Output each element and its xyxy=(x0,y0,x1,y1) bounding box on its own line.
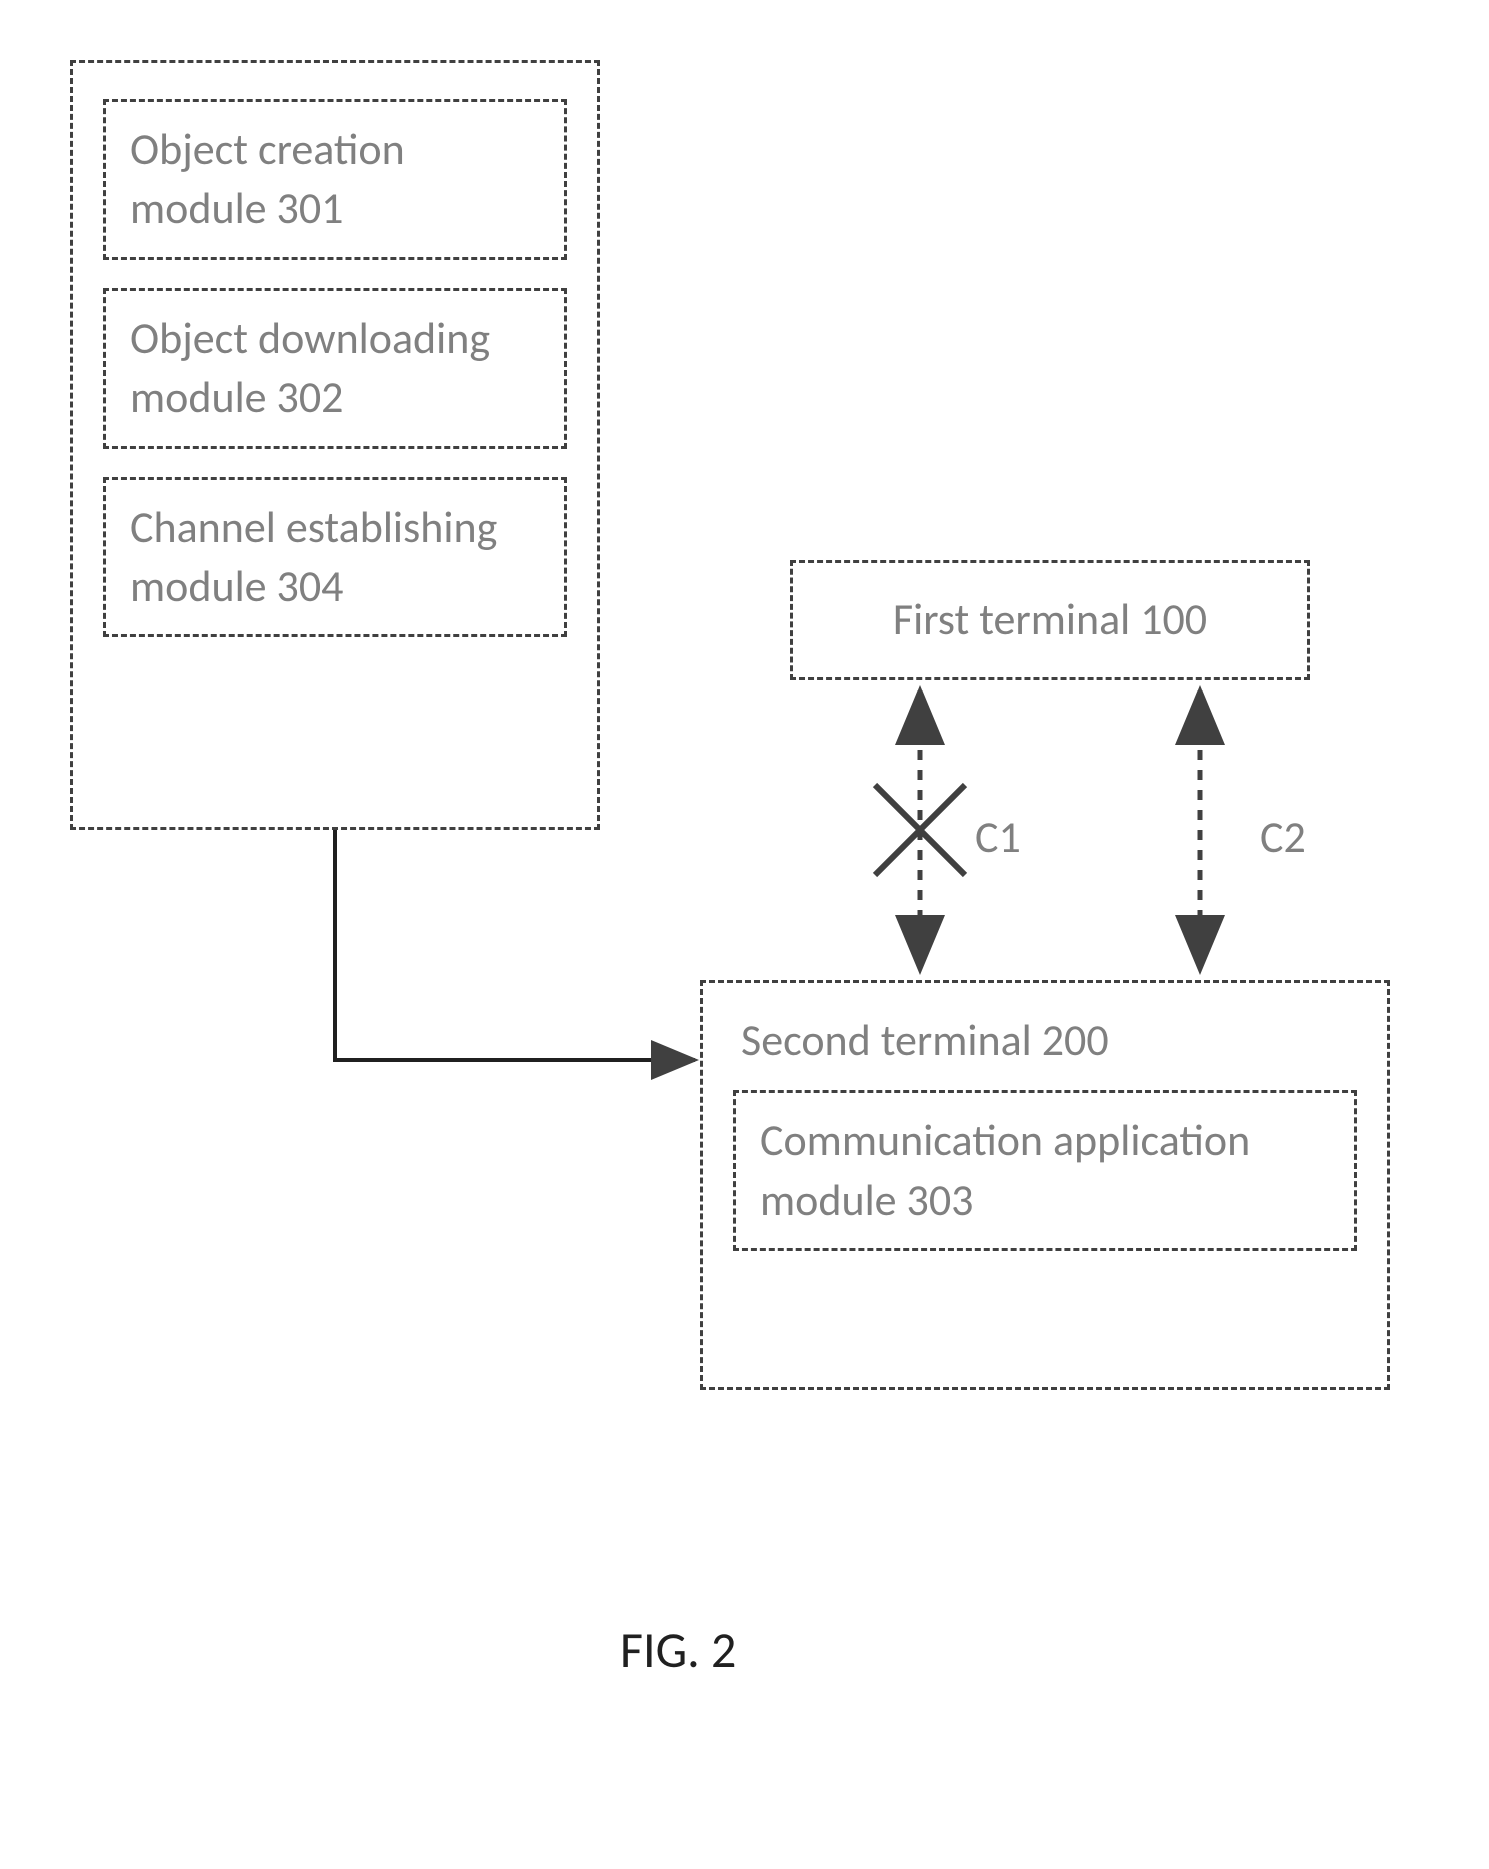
module-304-text: Channel establishing module 304 xyxy=(130,498,540,617)
diagram-container: Object creation module 301 Object downlo… xyxy=(0,0,1489,1869)
figure-caption: FIG. 2 xyxy=(620,1620,736,1681)
module-302-text: Object downloading module 302 xyxy=(130,309,540,428)
module-301-box: Object creation module 301 xyxy=(103,99,567,260)
second-terminal-box: Second terminal 200 Communication applic… xyxy=(700,980,1390,1390)
module-container-box: Object creation module 301 Object downlo… xyxy=(70,60,600,830)
second-terminal-title: Second terminal 200 xyxy=(741,1011,1357,1070)
channel-c1-blocked-icon xyxy=(875,785,965,875)
module-303-box: Communication application module 303 xyxy=(733,1090,1357,1251)
channel-c1-label: C1 xyxy=(975,810,1021,864)
module-304-box: Channel establishing module 304 xyxy=(103,477,567,638)
module-303-text: Communication application module 303 xyxy=(760,1111,1330,1230)
module-302-box: Object downloading module 302 xyxy=(103,288,567,449)
solid-edge xyxy=(335,830,695,1060)
module-301-text: Object creation module 301 xyxy=(130,120,540,239)
channel-c2-label: C2 xyxy=(1260,810,1306,864)
first-terminal-box: First terminal 100 xyxy=(790,560,1310,680)
first-terminal-text: First terminal 100 xyxy=(893,590,1207,649)
